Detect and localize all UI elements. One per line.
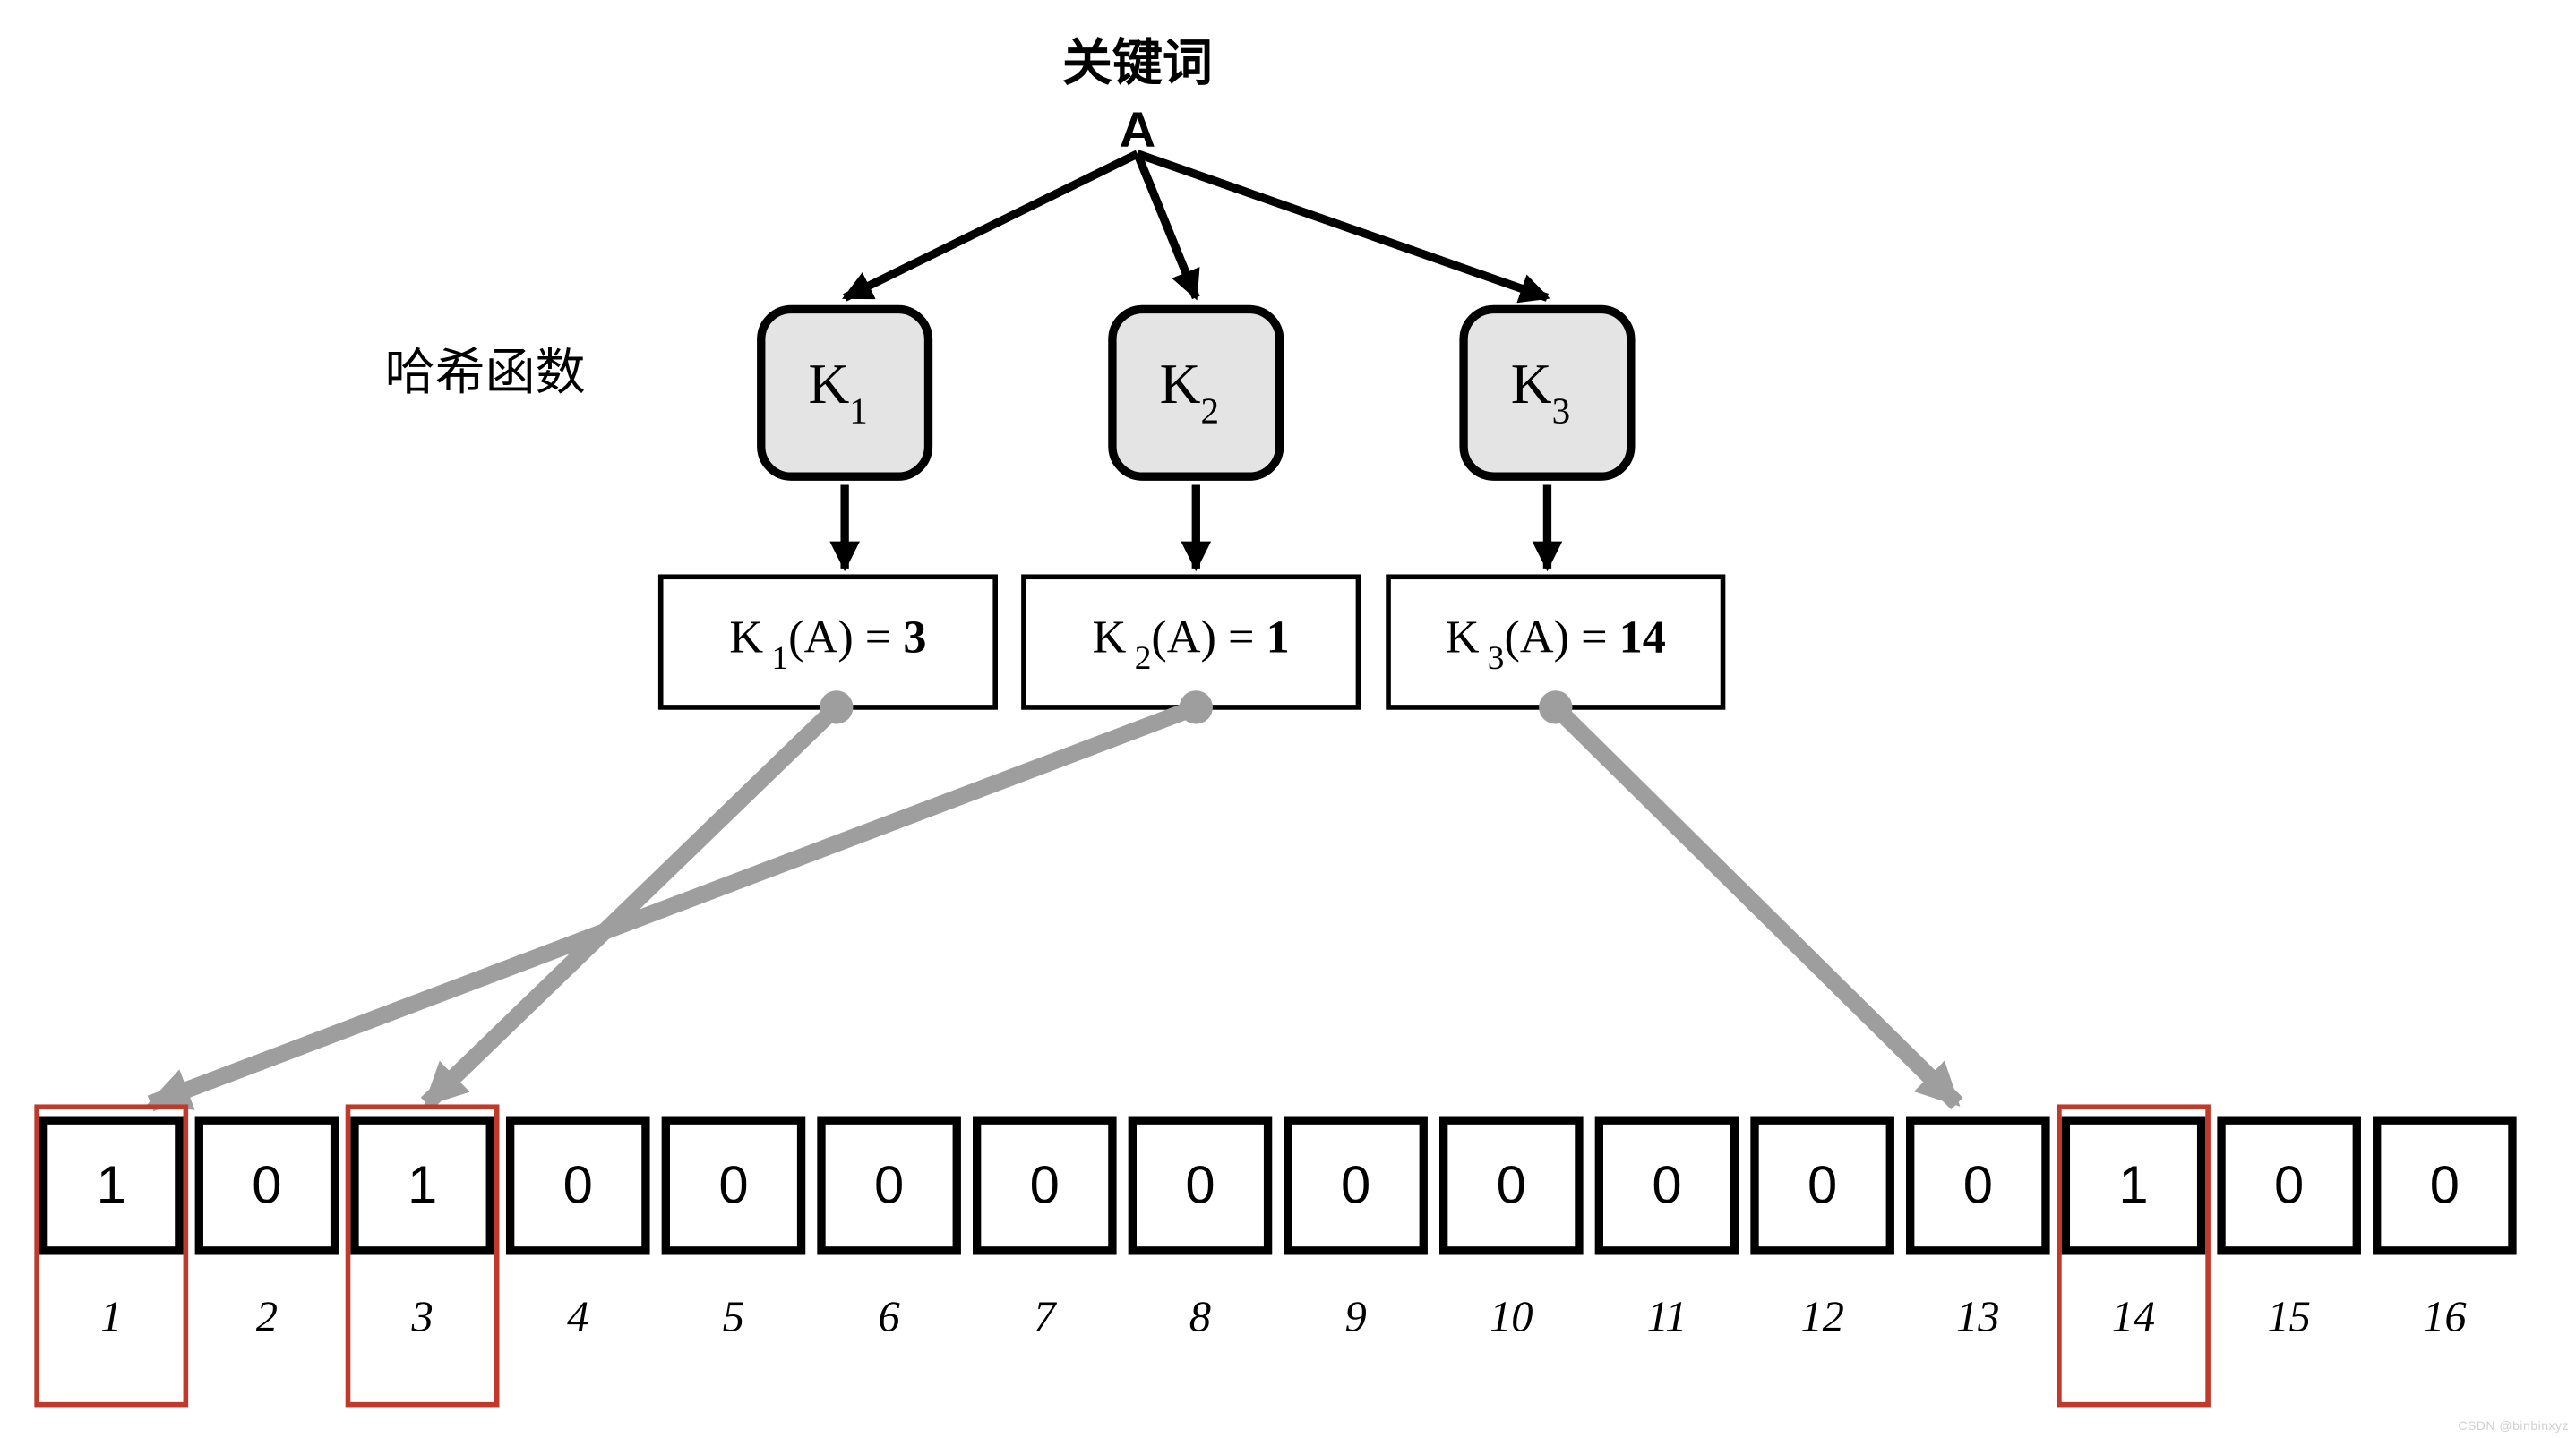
bit-value-7: 0 bbox=[1030, 1155, 1060, 1215]
bit-index-7: 7 bbox=[1034, 1292, 1057, 1340]
bit-value-14: 1 bbox=[2118, 1155, 2148, 1215]
result-box-R3: K 3(A) = 14 bbox=[1388, 577, 1722, 707]
bit-index-14: 14 bbox=[2112, 1292, 2156, 1340]
hash-node-K1: K1 bbox=[761, 309, 929, 476]
bit-value-16: 0 bbox=[2430, 1155, 2460, 1215]
bit-index-15: 15 bbox=[2267, 1292, 2311, 1340]
bit-index-8: 8 bbox=[1189, 1292, 1211, 1340]
bit-index-6: 6 bbox=[878, 1292, 900, 1340]
bit-index-9: 9 bbox=[1344, 1292, 1366, 1340]
bit-value-8: 0 bbox=[1185, 1155, 1215, 1215]
hash-node-K3: K3 bbox=[1464, 309, 1631, 476]
bit-value-11: 0 bbox=[1652, 1155, 1681, 1215]
hash-node-K2: K2 bbox=[1112, 309, 1280, 476]
bit-value-3: 1 bbox=[408, 1155, 437, 1215]
hash-function-label: 哈希函数 bbox=[385, 344, 586, 400]
bit-index-13: 13 bbox=[1956, 1292, 2000, 1340]
bit-value-2: 0 bbox=[252, 1155, 281, 1215]
bit-value-9: 0 bbox=[1341, 1155, 1370, 1215]
result-box-R1: K 1(A) = 3 bbox=[661, 577, 995, 707]
bloom-filter-diagram: 关键词 A 哈希函数 K1 K2 K3 K 1(A) = 3K 2(A) = 1K 3(A)… bbox=[0, 0, 2576, 1438]
bit-index-5: 5 bbox=[723, 1292, 744, 1340]
watermark: CSDN @binbinxyz bbox=[2458, 1418, 2569, 1433]
bit-index-4: 4 bbox=[567, 1292, 588, 1340]
bit-index-1: 1 bbox=[100, 1292, 122, 1340]
keyword-A: A bbox=[1120, 101, 1155, 158]
result-box-R2: K 2(A) = 1 bbox=[1024, 577, 1358, 707]
bit-value-5: 0 bbox=[718, 1155, 748, 1215]
bit-value-1: 1 bbox=[97, 1155, 126, 1215]
bit-value-15: 0 bbox=[2274, 1155, 2304, 1215]
bit-index-10: 10 bbox=[1490, 1292, 1533, 1340]
bit-value-12: 0 bbox=[1807, 1155, 1837, 1215]
bit-value-4: 0 bbox=[563, 1155, 593, 1215]
bit-value-6: 0 bbox=[874, 1155, 904, 1215]
title-keyword-label: 关键词 bbox=[1062, 34, 1213, 90]
bit-index-2: 2 bbox=[256, 1292, 278, 1340]
bit-index-11: 11 bbox=[1646, 1292, 1687, 1340]
bit-value-13: 0 bbox=[1963, 1155, 1993, 1215]
bit-index-12: 12 bbox=[1800, 1292, 1844, 1340]
bit-index-16: 16 bbox=[2423, 1292, 2467, 1340]
bit-index-3: 3 bbox=[410, 1292, 433, 1340]
bit-value-10: 0 bbox=[1497, 1155, 1526, 1215]
